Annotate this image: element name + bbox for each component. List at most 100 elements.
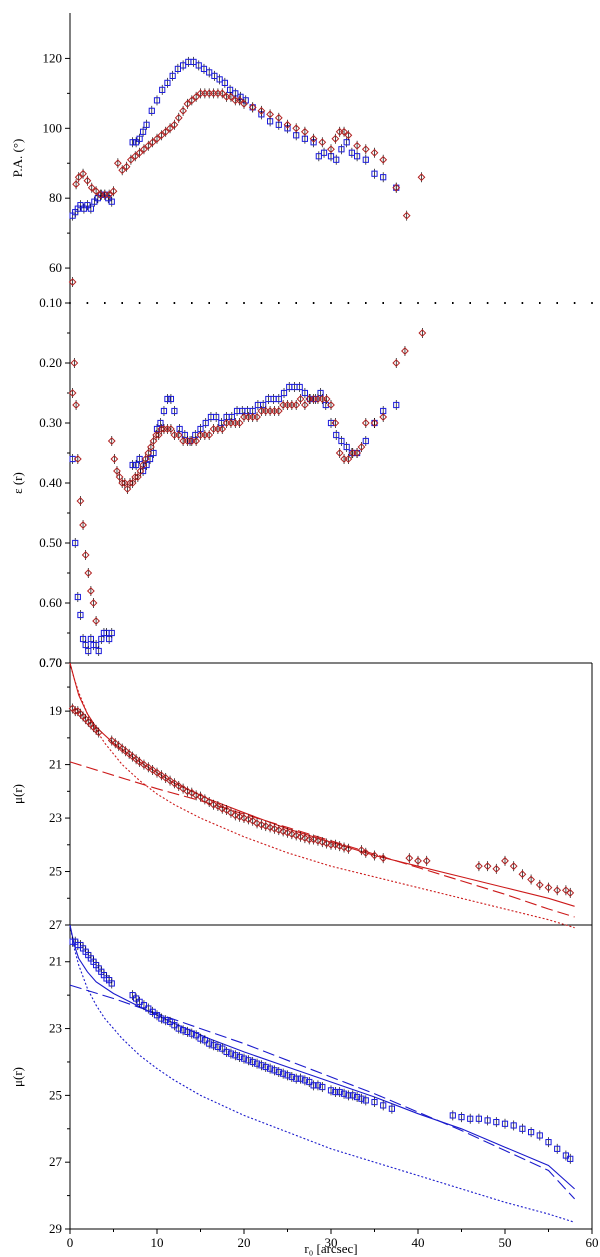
- data-point: [136, 467, 145, 475]
- x-tick-label: 20: [238, 1235, 251, 1250]
- data-point: [340, 1090, 348, 1097]
- data-point: [108, 629, 115, 637]
- data-point: [200, 795, 209, 804]
- data-point: [393, 401, 400, 409]
- y-tick-label: 25: [49, 864, 62, 879]
- y-tick-label: 80: [49, 190, 62, 205]
- data-point: [314, 836, 322, 845]
- data-point: [115, 473, 124, 481]
- data-point: [353, 449, 362, 457]
- data-point: [131, 152, 140, 161]
- dotted-separator-tick: [121, 302, 123, 304]
- data-point: [72, 180, 80, 189]
- data-point: [510, 1122, 517, 1129]
- data-point: [227, 1050, 235, 1057]
- data-point: [121, 747, 130, 756]
- data-point: [105, 190, 114, 199]
- data-point: [338, 146, 345, 153]
- data-point: [245, 1057, 252, 1064]
- data-point: [81, 551, 90, 559]
- data-point: [292, 124, 301, 133]
- data-point: [267, 1065, 274, 1072]
- data-point: [361, 419, 370, 427]
- data-point: [231, 811, 240, 820]
- data-point: [86, 587, 95, 595]
- data-point: [70, 359, 79, 367]
- data-point: [128, 479, 137, 487]
- data-point: [244, 815, 253, 824]
- data-point: [562, 1152, 569, 1159]
- y-tick-label: 27: [49, 917, 63, 932]
- data-point: [343, 443, 350, 451]
- data-point: [206, 1040, 213, 1047]
- dotted-separator-tick: [225, 302, 228, 304]
- y-axis-label: P.A. (°): [10, 139, 25, 178]
- data-point: [362, 156, 369, 163]
- data-point: [484, 1117, 491, 1124]
- data-point: [205, 798, 214, 806]
- data-point: [110, 455, 119, 463]
- data-point: [300, 401, 309, 409]
- data-point: [361, 848, 370, 857]
- data-point: [218, 804, 227, 813]
- data-point: [280, 1070, 287, 1077]
- data-point: [274, 826, 283, 834]
- data-point: [392, 359, 401, 367]
- data-point: [122, 162, 131, 171]
- dotted-separator-tick: [591, 302, 593, 304]
- data-point: [106, 635, 113, 643]
- data-point: [284, 1072, 291, 1079]
- data-point: [133, 139, 140, 146]
- data-point: [274, 113, 283, 122]
- panel-ellipticity: 0.10 0.20 0.30 0.40 0.50 0.60 0.70 ε (r): [10, 295, 592, 670]
- data-point: [293, 1075, 300, 1082]
- data-point: [82, 641, 89, 649]
- data-point: [140, 1002, 148, 1009]
- data-point: [219, 1045, 226, 1052]
- data-point: [235, 419, 244, 427]
- data-point: [161, 774, 170, 782]
- data-point: [392, 183, 401, 192]
- data-point: [87, 205, 94, 212]
- data-point: [333, 431, 340, 439]
- data-point: [292, 401, 301, 409]
- data-point: [132, 755, 141, 764]
- data-point: [187, 788, 196, 797]
- dotted-separator-tick: [260, 302, 263, 304]
- data-point: [108, 980, 115, 987]
- data-point: [174, 431, 183, 439]
- dotted-separator-tick: [295, 302, 297, 304]
- y-tick-label: 0.20: [39, 355, 62, 370]
- data-point: [361, 145, 370, 154]
- y-tick-label: 0.40: [39, 475, 62, 490]
- data-point: [91, 198, 98, 205]
- data-point: [253, 819, 261, 828]
- data-point: [171, 1022, 178, 1029]
- data-point: [332, 1088, 339, 1096]
- data-point: [309, 835, 318, 844]
- data-point: [274, 407, 283, 415]
- data-point: [331, 840, 340, 849]
- data-point: [296, 395, 305, 403]
- data-point: [388, 1105, 395, 1112]
- data-point: [153, 768, 161, 777]
- data-point: [338, 437, 345, 445]
- data-point: [205, 431, 214, 439]
- data-point: [379, 155, 388, 164]
- data-point: [154, 431, 163, 439]
- data-point: [153, 425, 161, 433]
- data-point: [143, 121, 150, 128]
- data-point: [566, 889, 575, 897]
- data-point: [149, 1008, 156, 1015]
- y-tick-label: 19: [49, 703, 62, 718]
- data-point: [315, 153, 322, 160]
- data-point: [158, 1015, 165, 1022]
- data-point: [153, 1012, 161, 1019]
- data-point: [232, 1052, 239, 1059]
- data-point: [380, 174, 387, 181]
- dotted-separator-tick: [104, 302, 106, 304]
- data-point: [235, 812, 244, 821]
- y-tick-label: 120: [43, 50, 63, 65]
- dotted-separator-tick: [86, 302, 89, 304]
- data-point: [414, 856, 422, 865]
